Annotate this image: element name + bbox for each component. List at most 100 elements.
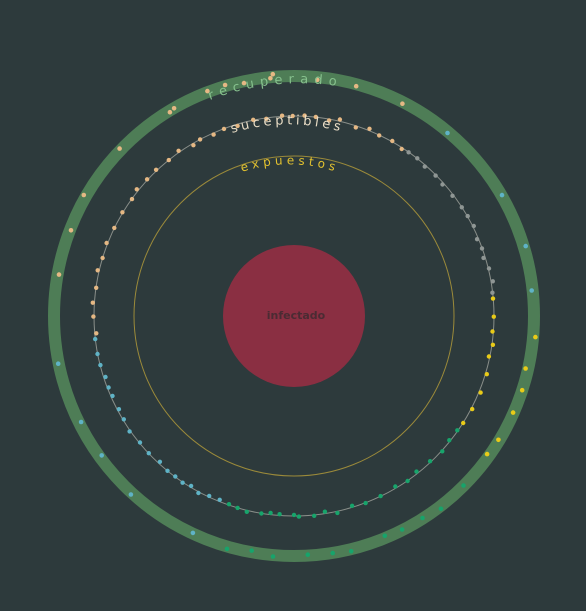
orbit-dot bbox=[100, 255, 105, 261]
orbit-dot bbox=[490, 296, 496, 301]
orbit-dot bbox=[235, 123, 240, 129]
ring-dot bbox=[529, 288, 534, 293]
orbit-dot bbox=[447, 438, 452, 443]
orbit-dot bbox=[244, 509, 249, 514]
orbit-dot bbox=[415, 156, 420, 161]
orbit-dot bbox=[490, 342, 496, 347]
orbit-dot bbox=[98, 362, 103, 368]
orbit-dot bbox=[95, 351, 100, 357]
ring-dot bbox=[348, 549, 354, 554]
ring-dot bbox=[305, 552, 311, 557]
ring-dot bbox=[496, 437, 501, 443]
ring-dot bbox=[510, 410, 516, 415]
orbit-dot bbox=[433, 173, 438, 178]
orbit-dot bbox=[440, 449, 445, 454]
orbit-dot bbox=[251, 117, 256, 123]
ring-dot bbox=[68, 228, 74, 233]
ring-dot bbox=[78, 419, 84, 425]
ring-dot bbox=[249, 548, 254, 553]
exposed-ring bbox=[133, 155, 455, 477]
orbit-dot bbox=[474, 237, 480, 242]
orbit-dot bbox=[363, 500, 368, 506]
ring-dot bbox=[55, 361, 61, 367]
orbit-dot bbox=[427, 459, 433, 464]
infected-label: infectado bbox=[267, 309, 326, 322]
orbit-dot bbox=[129, 196, 135, 202]
orbit-dot bbox=[157, 459, 163, 464]
orbit-dot bbox=[377, 133, 382, 138]
orbit-dot bbox=[279, 113, 285, 118]
orbit-dot bbox=[146, 451, 151, 456]
ring-dot bbox=[270, 554, 276, 559]
ring-dot bbox=[499, 192, 505, 198]
orbit-dot bbox=[459, 205, 464, 210]
recovered-ring bbox=[48, 70, 540, 562]
ring-dot bbox=[523, 243, 528, 249]
orbit-dot bbox=[226, 502, 232, 507]
orbit-dot bbox=[405, 478, 410, 484]
ring-dot bbox=[330, 550, 336, 556]
orbit-dot bbox=[313, 114, 318, 120]
orbit-dot bbox=[134, 187, 139, 192]
orbit-dot bbox=[481, 255, 486, 261]
orbit-dot bbox=[93, 336, 98, 342]
orbit-dot bbox=[173, 474, 178, 479]
orbit-dot bbox=[422, 164, 427, 169]
exposed-label: expuestos bbox=[239, 153, 341, 175]
ring-dot bbox=[315, 77, 320, 83]
orbit-dot bbox=[176, 148, 181, 153]
ring-dot bbox=[382, 533, 388, 539]
ring-dot bbox=[241, 80, 247, 86]
orbit-dot bbox=[312, 513, 317, 518]
orbit-dot bbox=[104, 240, 109, 246]
orbit-dot bbox=[277, 512, 282, 517]
ring-dot bbox=[167, 109, 173, 115]
ring-dot bbox=[128, 492, 134, 497]
orbit-dot bbox=[165, 468, 170, 473]
orbit-dot bbox=[196, 490, 201, 496]
orbit-dot bbox=[120, 210, 125, 215]
orbit-dot bbox=[490, 329, 495, 334]
orbit-dot bbox=[302, 113, 307, 118]
ring-dot bbox=[461, 483, 466, 488]
orbit-dot bbox=[121, 417, 127, 422]
orbit-dot bbox=[166, 157, 171, 163]
orbit-dot bbox=[197, 137, 203, 142]
orbit-dot bbox=[486, 266, 492, 271]
orbit-dot bbox=[479, 246, 485, 251]
ring-dot bbox=[523, 366, 528, 371]
ring-dot bbox=[438, 506, 444, 512]
ring-dot bbox=[190, 530, 196, 536]
ring-dot bbox=[400, 101, 405, 106]
orbit-dot bbox=[490, 279, 495, 284]
ring-dot bbox=[99, 453, 104, 458]
orbit-dot bbox=[91, 314, 96, 319]
orbit-dot bbox=[207, 493, 212, 499]
orbit-dot bbox=[326, 118, 332, 123]
infected-circle bbox=[223, 245, 365, 387]
orbit-dot bbox=[191, 143, 196, 148]
orbit-dot bbox=[127, 429, 132, 434]
orbit-dot bbox=[221, 126, 227, 132]
population-dots bbox=[55, 71, 538, 559]
orbit-dot bbox=[296, 514, 302, 519]
ring-dot bbox=[268, 76, 273, 81]
orbit-dot bbox=[399, 146, 404, 152]
susceptible-label: suceptibles bbox=[229, 113, 346, 137]
orbit-dot bbox=[291, 512, 297, 518]
orbit-dot bbox=[322, 509, 328, 514]
orbit-dot bbox=[95, 268, 100, 273]
orbit-dot bbox=[211, 132, 216, 137]
ring-dot bbox=[270, 71, 276, 77]
ring-dot bbox=[445, 130, 450, 136]
orbit-dot bbox=[110, 393, 115, 399]
orbit-dot bbox=[393, 484, 398, 489]
orbit-dot bbox=[290, 113, 295, 119]
ring-dot bbox=[399, 527, 405, 532]
ring-dot bbox=[353, 83, 359, 89]
orbit-dot bbox=[455, 428, 460, 433]
orbit-dot bbox=[137, 440, 143, 445]
orbit-dot bbox=[390, 138, 395, 144]
